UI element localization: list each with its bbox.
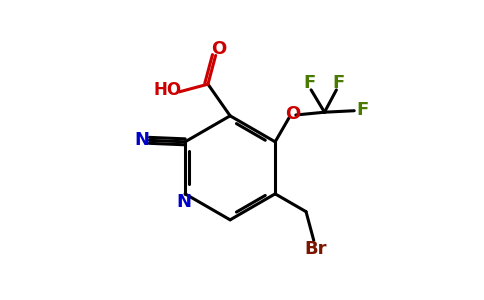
Text: N: N [134, 131, 149, 149]
Text: Br: Br [304, 240, 327, 258]
Text: O: O [211, 40, 226, 58]
Text: HO: HO [154, 81, 182, 99]
Text: F: F [303, 74, 316, 92]
Text: O: O [285, 104, 301, 122]
Text: F: F [356, 101, 368, 119]
Text: N: N [176, 193, 191, 211]
Text: F: F [332, 74, 344, 92]
